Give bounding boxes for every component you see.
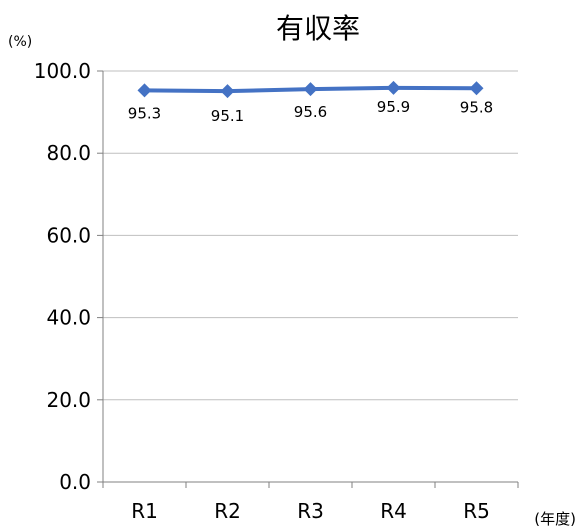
data-label: 95.1 [211,107,244,125]
y-tick-label: 80.0 [46,141,91,165]
y-tick-labels: 0.0 20.0 40.0 60.0 80.0 100.0 [34,59,91,494]
series [137,80,484,99]
data-point-marker [469,81,484,96]
y-tick-label: 0.0 [59,470,91,494]
data-label: 95.6 [294,103,327,121]
data-label: 95.3 [128,104,161,122]
data-point-marker [220,84,235,99]
data-point-marker [137,83,152,98]
x-tick-label: R5 [463,499,490,523]
data-labels: 95.3 95.1 95.6 95.9 95.8 [128,98,493,125]
data-label: 95.8 [460,98,493,116]
data-label: 95.9 [377,98,410,116]
x-axis-unit-label: (年度) [534,510,576,528]
data-point-marker [386,80,401,95]
data-point-marker [303,82,318,97]
gridlines [103,70,518,401]
x-tick-label: R4 [380,499,407,523]
y-tick-label: 60.0 [46,223,91,247]
y-tick-label: 20.0 [46,388,91,412]
axes [97,70,519,488]
x-tick-label: R1 [131,499,158,523]
y-axis-unit-label: (%) [8,34,32,50]
y-tick-label: 40.0 [46,306,91,330]
x-tick-label: R2 [214,499,241,523]
x-tick-label: R3 [297,499,324,523]
y-tick-label: 100.0 [34,59,91,83]
x-tick-labels: R1 R2 R3 R4 R5 [131,499,490,523]
chart-title: 有収率 [276,12,360,45]
